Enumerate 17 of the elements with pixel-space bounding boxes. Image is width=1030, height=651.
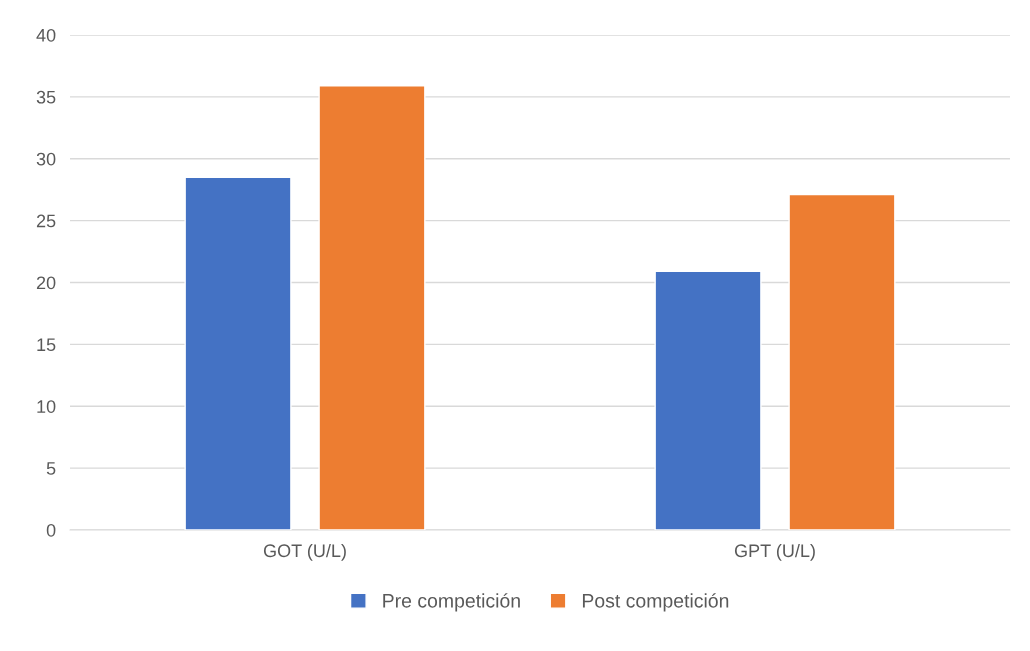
y-tick-label: 20 bbox=[36, 276, 56, 290]
y-tick-label: 35 bbox=[36, 90, 56, 104]
bar bbox=[654, 270, 762, 530]
bar bbox=[184, 176, 292, 530]
y-tick-label: 40 bbox=[36, 28, 56, 42]
y-tick-label: 0 bbox=[46, 523, 56, 537]
bar bbox=[788, 193, 896, 530]
y-tick-label: 5 bbox=[46, 462, 56, 475]
bar bbox=[318, 85, 426, 530]
y-tick-label: 15 bbox=[37, 338, 56, 352]
y-tick-label: 10 bbox=[37, 400, 56, 413]
y-tick-label: 25 bbox=[36, 214, 56, 228]
x-tick-label: GOT (U/L) bbox=[263, 543, 346, 561]
legend-label: Pre competición bbox=[383, 593, 520, 612]
legend-label: Post competición bbox=[582, 593, 729, 612]
y-tick-label: 30 bbox=[36, 152, 56, 166]
x-tick-label: GPT (U/L) bbox=[734, 543, 815, 561]
